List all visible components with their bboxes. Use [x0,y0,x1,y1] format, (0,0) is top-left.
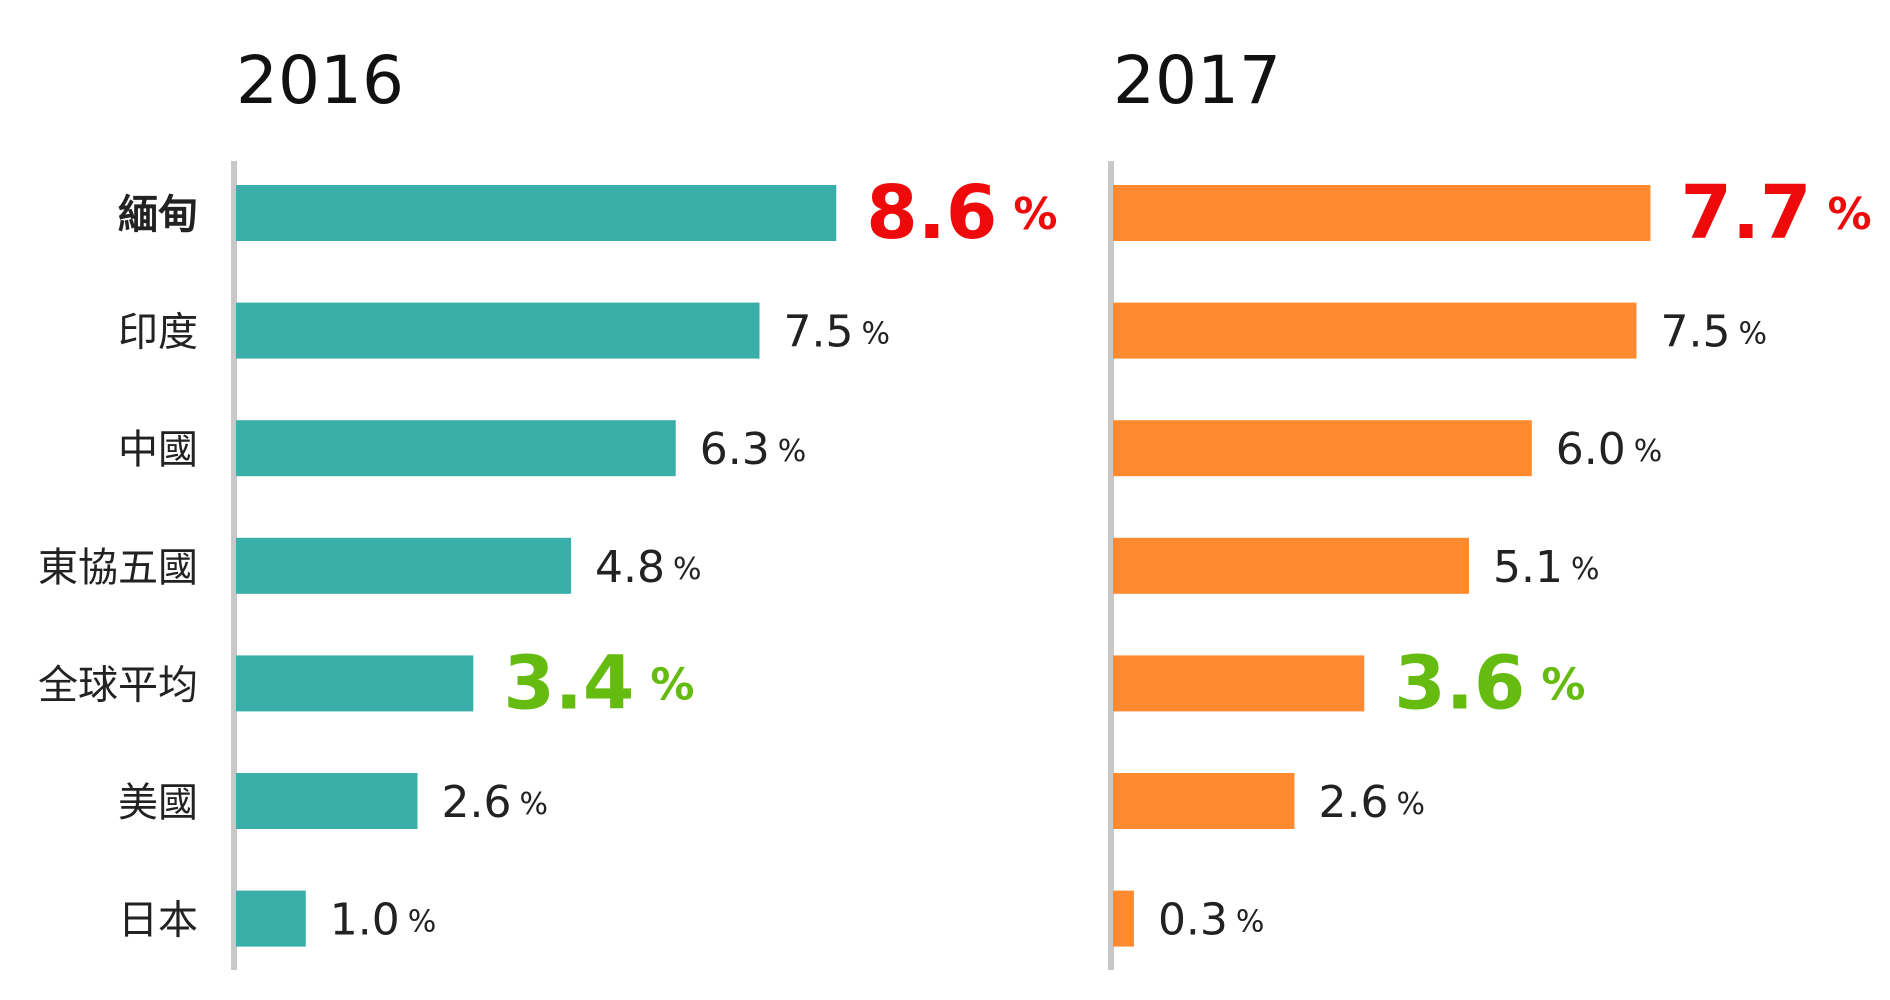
value-number: 7.5 [784,307,854,358]
value-label: 3.4% [503,640,694,726]
value-unit: % [1828,189,1872,240]
value-unit: % [1571,551,1600,586]
bar [236,655,474,712]
value-label: 2.6% [441,777,547,828]
chart-title: 2016 [236,42,404,119]
bar [236,890,306,947]
bar [1113,302,1637,359]
value-number: 3.6 [1394,640,1525,726]
category-label: 美國 [118,780,198,826]
value-label: 7.5% [1661,307,1768,358]
value-label: 6.0% [1556,424,1663,475]
value-unit: % [1236,904,1265,939]
value-label: 7.5% [784,307,891,358]
chart-title: 2017 [1113,42,1281,119]
bar [236,302,760,359]
value-number: 1.0 [330,895,400,946]
value-number: 6.3 [700,424,770,475]
value-number: 7.5 [1661,307,1731,358]
bar [1113,185,1651,241]
bar [236,420,676,477]
value-number: 5.1 [1493,542,1563,593]
bar [1113,537,1469,594]
value-label: 3.6% [1394,640,1585,726]
bar [236,185,837,241]
bar [1113,890,1134,947]
bar [1113,773,1295,829]
value-label: 1.0% [330,895,437,946]
bar [236,773,418,829]
value-number: 8.6 [866,170,997,256]
value-number: 6.0 [1556,424,1626,475]
value-unit: % [673,551,702,586]
value-number: 4.8 [595,542,665,593]
bar [1113,655,1365,712]
value-unit: % [1396,787,1425,822]
bar [1113,420,1532,477]
value-unit: % [408,904,437,939]
value-unit: % [1013,189,1057,240]
value-unit: % [1541,659,1585,710]
value-unit: % [519,787,548,822]
value-label: 6.3% [700,424,807,475]
bar [236,537,572,594]
value-label: 4.8% [595,542,702,593]
value-number: 7.7 [1680,170,1811,256]
value-number: 2.6 [1318,777,1388,828]
category-label: 日本 [118,898,198,944]
category-label: 印度 [118,310,198,356]
value-unit: % [778,434,807,469]
value-unit: % [1738,316,1767,351]
value-number: 3.4 [503,640,634,726]
category-label: 全球平均 [38,662,198,708]
category-label: 東協五國 [38,545,198,591]
value-number: 2.6 [441,777,511,828]
value-label: 5.1% [1493,542,1600,593]
category-label: 緬甸 [118,192,198,238]
value-label: 2.6% [1318,777,1425,828]
category-label: 中國 [118,427,198,473]
value-unit: % [861,316,890,351]
value-label: 8.6% [866,170,1057,256]
value-unit: % [650,659,694,710]
value-number: 0.3 [1158,895,1228,946]
value-label: 0.3% [1158,895,1265,946]
value-label: 7.7% [1680,170,1871,256]
value-unit: % [1634,434,1663,469]
